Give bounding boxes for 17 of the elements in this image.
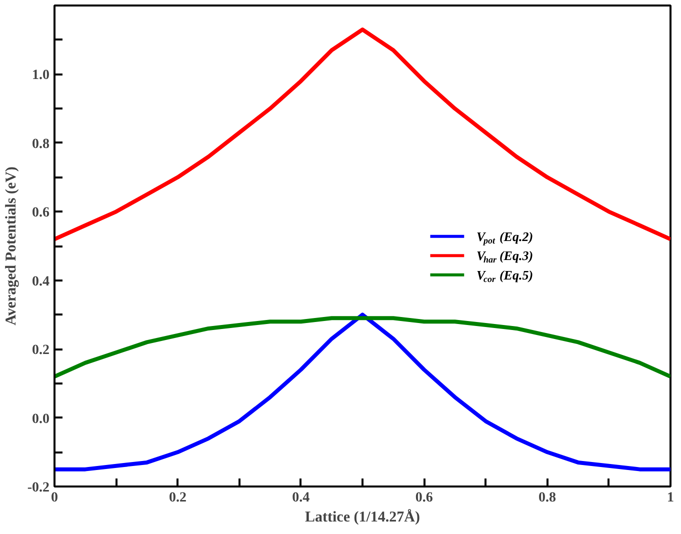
y-tick-label: -0.2 (27, 480, 50, 496)
x-axis-title: Lattice (1/14.27Å) (305, 508, 420, 526)
x-tick-label: 0.2 (168, 490, 186, 506)
x-tick-label: 0.4 (292, 490, 310, 506)
y-tick-label: 1.0 (32, 68, 50, 84)
y-tick-label: 0.2 (32, 343, 50, 358)
line-series (54, 312, 670, 472)
x-tick-label: 0 (51, 490, 58, 506)
y-tick-label: 0.6 (32, 206, 50, 221)
x-tick-label: 0.8 (538, 490, 556, 506)
y-axis-title: Averaged Potentials (eV) (3, 166, 20, 326)
x-tick-label: 1 (667, 490, 674, 506)
line-series (54, 316, 670, 379)
y-tick-label: 0.8 (32, 136, 50, 152)
y-tick-label: 0.0 (32, 412, 50, 427)
y-tick-label: 0.4 (32, 274, 50, 290)
x-tick-label: 0.6 (415, 490, 433, 506)
